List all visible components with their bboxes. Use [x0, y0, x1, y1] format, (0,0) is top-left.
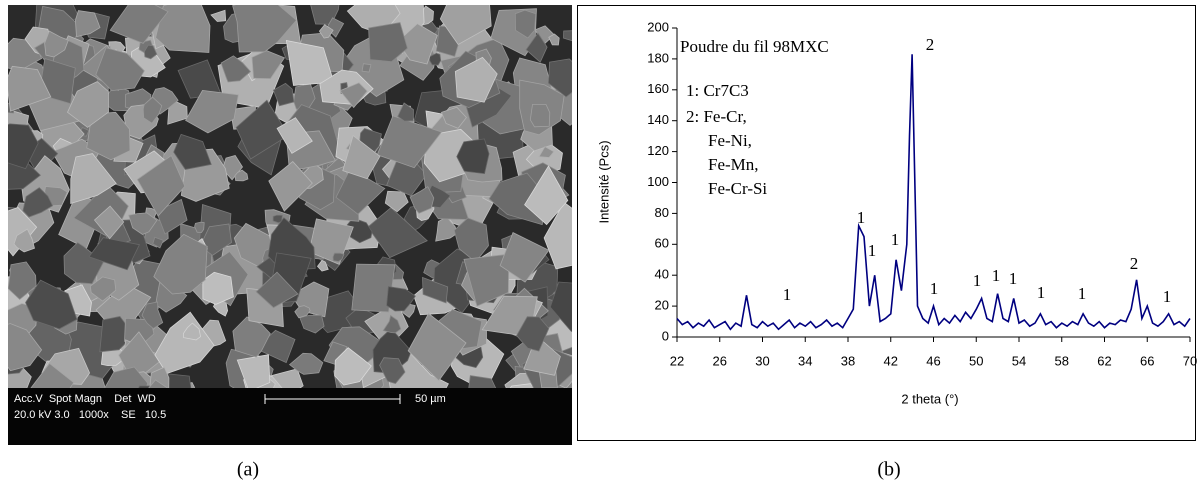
peak-annotation: 2	[1130, 254, 1139, 273]
legend-text: Fe-Ni,	[708, 131, 752, 150]
y-tick-label: 180	[647, 50, 669, 65]
x-tick-label: 30	[755, 353, 769, 368]
y-tick-label: 80	[655, 205, 669, 220]
y-tick-label: 200	[647, 19, 669, 34]
x-tick-label: 62	[1097, 353, 1111, 368]
peak-annotation: 1	[1037, 283, 1046, 302]
x-tick-label: 42	[884, 353, 898, 368]
y-tick-label: 120	[647, 143, 669, 158]
x-tick-label: 50	[969, 353, 983, 368]
x-tick-label: 70	[1183, 353, 1197, 368]
x-tick-label: 22	[670, 353, 684, 368]
particle	[530, 105, 550, 127]
peak-annotation: 1	[1163, 287, 1172, 306]
chart: 0204060801001201401601802002226303438424…	[596, 19, 1197, 406]
legend-text: Fe-Mn,	[708, 155, 759, 174]
y-tick-label: 60	[655, 236, 669, 251]
y-tick-label: 140	[647, 112, 669, 127]
chart-frame	[578, 6, 1196, 441]
peak-annotation: 1	[1078, 284, 1087, 303]
particle	[156, 0, 210, 52]
particle	[362, 64, 371, 72]
peak-annotation: 1	[1009, 269, 1018, 288]
panel-label: (a)	[237, 459, 259, 481]
peak-annotation: 1	[891, 230, 900, 249]
scale-bar-label: 50 µm	[415, 393, 446, 405]
x-axis-title: 2 theta (°)	[901, 391, 958, 406]
peak-annotation: 1	[783, 285, 792, 304]
y-tick-label: 100	[647, 174, 669, 189]
x-tick-label: 46	[926, 353, 940, 368]
sem-info-header: Acc.V Spot Magn Det WD	[14, 393, 156, 405]
x-tick-label: 66	[1140, 353, 1154, 368]
peak-annotation: 1	[868, 241, 877, 260]
y-tick-label: 0	[662, 328, 669, 343]
legend-text: Poudre du fil 98MXC	[680, 37, 829, 56]
peak-annotation: 1	[992, 266, 1001, 285]
x-tick-label: 58	[1055, 353, 1069, 368]
legend-text: Fe-Cr-Si	[708, 179, 767, 198]
panel-label: (b)	[877, 459, 900, 481]
y-axis-title: Intensité (Pcs)	[596, 140, 611, 223]
x-tick-label: 54	[1012, 353, 1026, 368]
figure: Acc.V Spot Magn Det WD 20.0 kV 3.0 1000x…	[0, 0, 1201, 493]
peak-annotation: 1	[857, 208, 866, 227]
legend-text: 2: Fe-Cr,	[686, 107, 747, 126]
x-tick-label: 26	[713, 353, 727, 368]
y-tick-label: 20	[655, 298, 669, 313]
x-tick-label: 34	[798, 353, 812, 368]
legend-text: 1: Cr7C3	[686, 81, 749, 100]
y-tick-label: 40	[655, 267, 669, 282]
peak-annotation: 2	[926, 35, 935, 54]
sem-info-values: 20.0 kV 3.0 1000x SE 10.5	[14, 409, 166, 421]
x-tick-label: 38	[841, 353, 855, 368]
peak-annotation: 1	[930, 279, 939, 298]
peak-annotation: 1	[973, 271, 982, 290]
y-tick-label: 160	[647, 81, 669, 96]
